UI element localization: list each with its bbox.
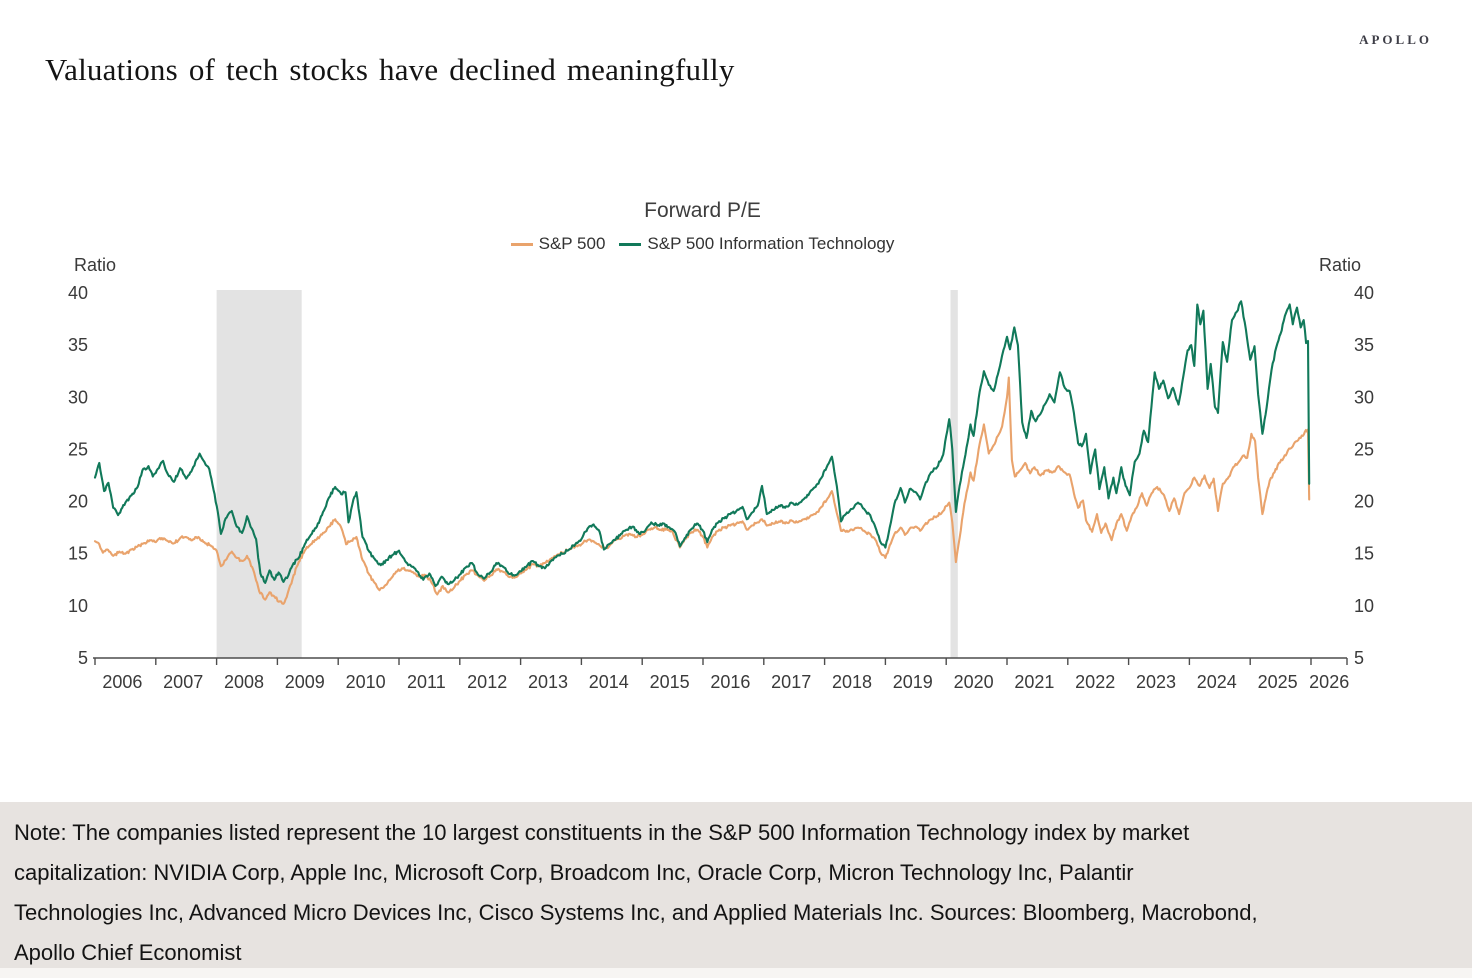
x-tick-label: 2014 (589, 672, 629, 692)
x-tick-label: 2022 (1075, 672, 1115, 692)
y-axis-title-right: Ratio (1319, 255, 1361, 275)
y-tick-label-left: 35 (68, 335, 88, 355)
y-tick-label-right: 35 (1354, 335, 1374, 355)
y-tick-label-left: 5 (78, 648, 88, 668)
y-tick-label-left: 15 (68, 544, 88, 564)
legend-label-sp500-info-tech: S&P 500 Information Technology (647, 234, 895, 253)
x-tick-label: 2019 (893, 672, 933, 692)
x-tick-label: 2007 (163, 672, 203, 692)
y-tick-label-right: 20 (1354, 492, 1374, 512)
y-tick-label-right: 25 (1354, 439, 1374, 459)
legend-swatch-sp500 (510, 242, 533, 246)
x-tick-label: 2018 (832, 672, 872, 692)
x-tick-label: 2009 (285, 672, 325, 692)
x-tick-label: 2017 (771, 672, 811, 692)
y-tick-label-right: 30 (1354, 387, 1374, 407)
legend-item-sp500: S&P 500 (510, 234, 606, 254)
x-tick-label: 2026 (1309, 672, 1349, 692)
footnote-band: Note: The companies listed represent the… (0, 802, 1472, 968)
y-tick-label-right: 5 (1354, 648, 1364, 668)
page-title: Valuations of tech stocks have declined … (45, 52, 735, 87)
x-tick-label: 2021 (1014, 672, 1054, 692)
chart-title: Forward P/E (644, 199, 761, 222)
x-tick-label: 2016 (710, 672, 750, 692)
apollo-logo: APOLLO (1359, 32, 1432, 47)
x-tick-label: 2015 (650, 672, 690, 692)
footnote-line-1: Note: The companies listed represent the… (14, 820, 1190, 845)
footnote-text: Note: The companies listed represent the… (0, 802, 1472, 973)
legend-label-sp500: S&P 500 (538, 234, 606, 253)
forward-pe-line-chart: 2006 2007 2008 2009 2010 2011 2012 2013 2014 2015… (68, 255, 1374, 692)
x-tick-label: 2024 (1197, 672, 1237, 692)
x-tick-label: 2012 (467, 672, 507, 692)
x-tick-label: 2010 (346, 672, 386, 692)
chart-area: 2006 2007 2008 2009 2010 2011 2012 2013 2014 2015… (68, 199, 1374, 692)
y-tick-label-right: 15 (1354, 544, 1374, 564)
legend-swatch-sp500-info-tech (619, 242, 642, 246)
x-tick-label: 2006 (102, 672, 142, 692)
x-tick-label: 2020 (954, 672, 994, 692)
y-tick-label-right: 40 (1354, 283, 1374, 303)
y-tick-label-right: 10 (1354, 596, 1374, 616)
recession-shading (216, 290, 302, 658)
footnote-line-3: Technologies Inc, Advanced Micro Devices… (14, 900, 1258, 925)
x-tick-label: 2008 (224, 672, 264, 692)
x-tick-label: 2023 (1136, 672, 1176, 692)
series-line-sp500-info-tech (93, 300, 1311, 588)
y-tick-label-left: 30 (68, 387, 88, 407)
bottom-strip (0, 968, 1472, 978)
x-tick-label: 2011 (407, 672, 446, 692)
chart-legend: S&P 500 S&P 500 Information Technology (95, 234, 1310, 254)
y-tick-label-left: 20 (68, 492, 88, 512)
x-tick-label: 2013 (528, 672, 568, 692)
footnote-line-4: Apollo Chief Economist (14, 940, 242, 965)
y-tick-label-left: 10 (68, 596, 88, 616)
y-tick-label-left: 40 (68, 283, 88, 303)
footnote-line-2: capitalization: NVIDIA Corp, Apple Inc, … (14, 860, 1134, 885)
y-tick-label-left: 25 (68, 439, 88, 459)
y-axis-title-left: Ratio (74, 255, 116, 275)
legend-item-sp500-info-tech: S&P 500 Information Technology (619, 234, 894, 254)
x-tick-label: 2025 (1258, 672, 1298, 692)
